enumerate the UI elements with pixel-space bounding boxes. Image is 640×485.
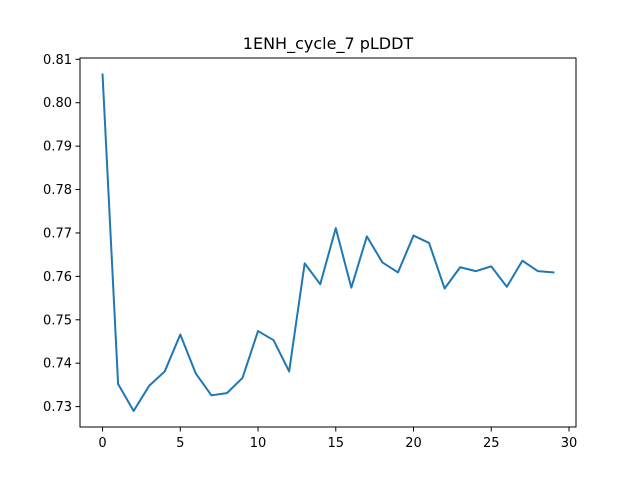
- x-tick-label: 10: [250, 436, 267, 451]
- x-tick-label: 15: [328, 436, 345, 451]
- y-tick-label: 0.81: [43, 53, 72, 68]
- plot-area: 0 5 10 15 20 25 30 0.73 0.74 0.75 0.76 0.77 0.78 0.79…: [43, 53, 577, 451]
- chart-title: 1ENH_cycle_7 pLDDT: [243, 34, 414, 54]
- y-tick-label: 0.73: [43, 400, 72, 415]
- y-tick-label: 0.79: [43, 140, 72, 155]
- x-tick-label: 25: [483, 436, 500, 451]
- x-tick-label: 5: [176, 436, 184, 451]
- x-tick-label: 0: [98, 436, 106, 451]
- y-tick-label: 0.74: [43, 357, 72, 372]
- x-tick-label: 20: [405, 436, 422, 451]
- y-tick-label: 0.77: [43, 226, 72, 241]
- plot-frame: [79, 57, 577, 428]
- series-line-0: [101, 73, 555, 412]
- y-tick-label: 0.80: [43, 96, 72, 111]
- x-tick-label: 30: [561, 436, 578, 451]
- y-tick-label: 0.78: [43, 183, 72, 198]
- y-tick-label: 0.76: [43, 270, 72, 285]
- y-tick-label: 0.75: [43, 313, 72, 328]
